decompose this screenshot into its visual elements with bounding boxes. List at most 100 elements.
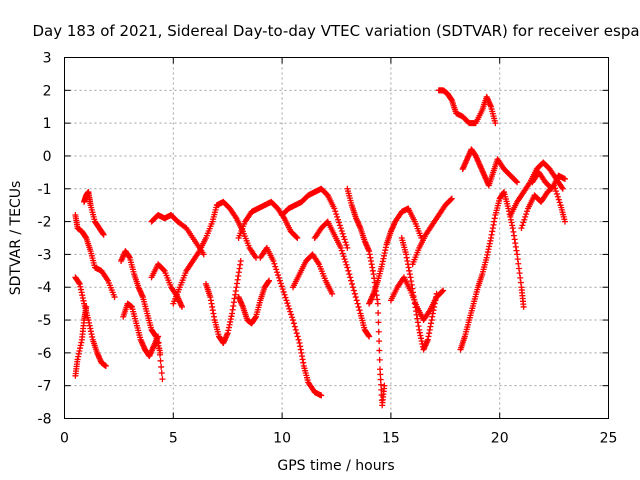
series-sat-14 — [279, 185, 351, 251]
x-tick-label: 25 — [600, 431, 618, 447]
data-point — [273, 266, 280, 273]
data-point — [338, 247, 345, 254]
data-point — [440, 287, 447, 294]
series-sat-12 — [235, 198, 301, 241]
data-point — [83, 303, 90, 310]
data-point — [156, 345, 163, 352]
data-point — [200, 251, 207, 258]
data-point — [559, 185, 566, 192]
data-point — [343, 261, 350, 268]
data-point — [318, 392, 325, 399]
data-point — [345, 267, 352, 274]
data-point — [284, 300, 291, 307]
data-point — [340, 253, 347, 260]
data-point — [343, 242, 350, 249]
data-point — [554, 193, 561, 200]
data-point — [295, 336, 302, 343]
y-tick-label: -6 — [38, 346, 52, 362]
data-point — [294, 235, 301, 241]
series-sat-16 — [311, 218, 373, 340]
x-axis-label: GPS time / hours — [277, 458, 394, 474]
series-sat-27 — [529, 169, 568, 192]
data-point — [555, 196, 562, 203]
data-point — [433, 290, 440, 297]
data-point — [351, 290, 358, 297]
data-point — [280, 288, 287, 295]
data-point — [282, 294, 289, 301]
x-tick-label: 0 — [60, 431, 69, 447]
x-tick-label: 5 — [169, 431, 178, 447]
data-point — [286, 305, 293, 312]
data-point — [518, 225, 525, 232]
data-point — [292, 326, 299, 333]
data-point — [523, 211, 530, 218]
data-point — [341, 236, 348, 243]
series-sat-17 — [344, 185, 388, 409]
data-point — [293, 330, 300, 337]
data-point — [374, 300, 381, 307]
series-sat-6 — [120, 300, 166, 383]
data-point — [158, 363, 165, 370]
data-point — [283, 297, 290, 304]
data-point — [561, 218, 568, 225]
data-point — [272, 263, 279, 270]
data-point — [337, 244, 344, 251]
data-point — [520, 303, 527, 310]
data-point — [111, 294, 118, 301]
series-sat-25 — [507, 159, 566, 219]
data-point — [381, 382, 388, 389]
plot-area — [72, 87, 568, 409]
data-point — [347, 274, 354, 281]
series-sat-2 — [72, 303, 90, 379]
series-sat-5 — [118, 248, 164, 356]
y-axis-label: SDTVAR / TECUs — [8, 181, 24, 296]
series-sat-1 — [72, 274, 109, 369]
data-point — [277, 280, 284, 287]
y-tick-label: -7 — [38, 379, 52, 395]
series-sat-23 — [459, 146, 521, 189]
data-point — [377, 371, 384, 378]
data-point — [375, 328, 382, 335]
data-point — [155, 339, 162, 346]
data-point — [513, 178, 520, 185]
y-tick-label: 2 — [43, 83, 52, 99]
data-point — [287, 308, 294, 315]
grid — [64, 57, 609, 419]
y-tick-label: -4 — [38, 280, 52, 296]
y-tick-label: -5 — [38, 313, 52, 329]
data-point — [279, 286, 286, 293]
data-point — [519, 222, 526, 229]
data-point — [439, 288, 446, 295]
data-point — [237, 257, 244, 264]
x-tick-label: 15 — [382, 431, 400, 447]
series-sat-13 — [257, 244, 325, 399]
data-point — [344, 264, 351, 271]
data-point — [289, 317, 296, 324]
plot-frame — [64, 57, 609, 419]
data-point — [376, 356, 383, 363]
data-point — [522, 213, 529, 220]
data-point — [331, 205, 338, 212]
data-point — [157, 357, 164, 364]
data-point — [339, 230, 346, 237]
axis-ticks: 0 5 10 15 20 25 -8 -7 -6 -5 -4 -3 -2 -1 0 1 2 3 — [38, 51, 618, 447]
data-point — [276, 277, 283, 284]
data-point — [160, 266, 167, 273]
y-tick-label: -3 — [38, 247, 52, 263]
data-point — [332, 208, 339, 215]
series-sat-3 — [72, 212, 118, 301]
y-tick-label: -1 — [38, 182, 52, 198]
data-point — [354, 300, 361, 307]
data-point — [278, 283, 285, 290]
data-point — [274, 269, 281, 276]
data-point — [294, 333, 301, 340]
data-point — [339, 250, 346, 257]
data-point — [348, 277, 355, 284]
data-point — [524, 208, 531, 215]
data-point — [375, 310, 382, 317]
data-point — [291, 323, 298, 330]
series-sat-21 — [409, 195, 455, 268]
data-point — [329, 290, 336, 297]
data-point — [340, 233, 347, 240]
